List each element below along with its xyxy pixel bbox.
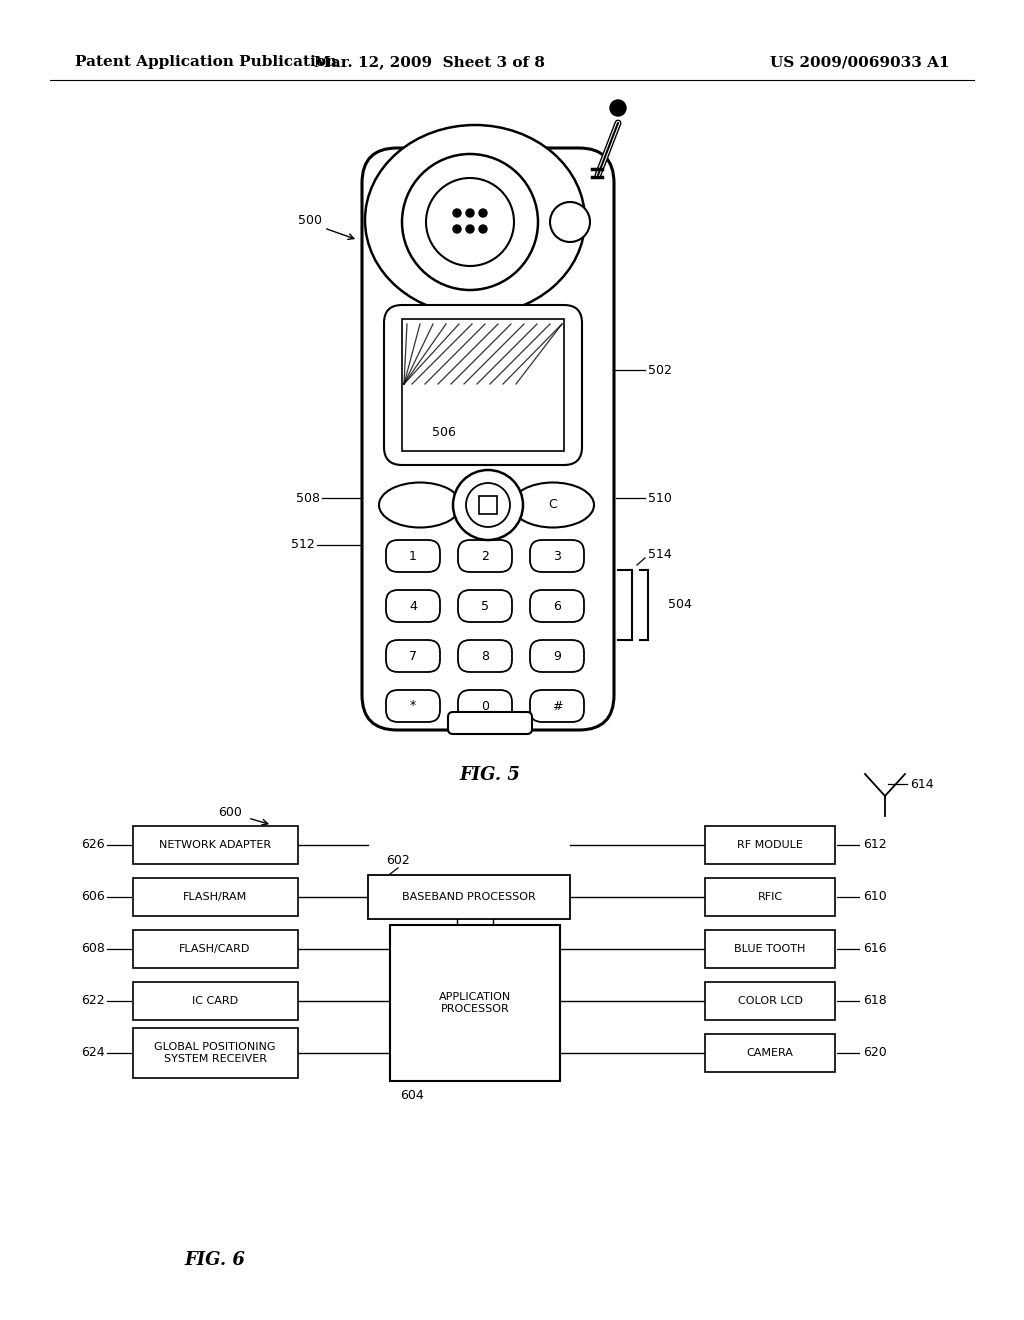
Ellipse shape bbox=[365, 125, 585, 315]
Bar bbox=[132, 826, 298, 865]
Bar bbox=[368, 875, 570, 919]
Bar bbox=[132, 931, 298, 968]
Text: 508: 508 bbox=[296, 491, 319, 504]
Text: 1: 1 bbox=[409, 549, 417, 562]
Text: APPLICATION
PROCESSOR: APPLICATION PROCESSOR bbox=[439, 993, 511, 1014]
FancyBboxPatch shape bbox=[458, 590, 512, 622]
Circle shape bbox=[402, 154, 538, 290]
Bar bbox=[132, 878, 298, 916]
Text: 608: 608 bbox=[81, 942, 104, 956]
Text: 600: 600 bbox=[218, 805, 242, 818]
Text: RFIC: RFIC bbox=[758, 892, 782, 902]
Text: 602: 602 bbox=[386, 854, 410, 867]
Circle shape bbox=[453, 209, 461, 216]
Text: 9: 9 bbox=[553, 649, 561, 663]
Text: NETWORK ADAPTER: NETWORK ADAPTER bbox=[159, 840, 271, 850]
Text: 512: 512 bbox=[291, 539, 315, 552]
Text: *: * bbox=[410, 700, 416, 713]
Text: BLUE TOOTH: BLUE TOOTH bbox=[734, 944, 806, 954]
FancyBboxPatch shape bbox=[386, 690, 440, 722]
Text: 612: 612 bbox=[863, 838, 887, 851]
FancyBboxPatch shape bbox=[530, 690, 584, 722]
Text: 2: 2 bbox=[481, 549, 488, 562]
Text: #: # bbox=[552, 700, 562, 713]
Circle shape bbox=[426, 178, 514, 267]
Circle shape bbox=[479, 209, 487, 216]
Text: 6: 6 bbox=[553, 599, 561, 612]
Text: 606: 606 bbox=[81, 891, 104, 903]
Circle shape bbox=[466, 483, 510, 527]
Text: Mar. 12, 2009  Sheet 3 of 8: Mar. 12, 2009 Sheet 3 of 8 bbox=[314, 55, 546, 69]
Text: 5: 5 bbox=[481, 599, 489, 612]
FancyBboxPatch shape bbox=[362, 148, 614, 730]
Text: 624: 624 bbox=[81, 1047, 104, 1060]
Text: BASEBAND PROCESSOR: BASEBAND PROCESSOR bbox=[402, 892, 536, 902]
Circle shape bbox=[453, 224, 461, 234]
Text: 500: 500 bbox=[298, 214, 322, 227]
Bar bbox=[705, 878, 835, 916]
Text: 622: 622 bbox=[81, 994, 104, 1007]
FancyBboxPatch shape bbox=[458, 690, 512, 722]
Text: CAMERA: CAMERA bbox=[746, 1048, 794, 1059]
FancyBboxPatch shape bbox=[386, 590, 440, 622]
FancyBboxPatch shape bbox=[386, 540, 440, 572]
Bar bbox=[705, 1034, 835, 1072]
Circle shape bbox=[466, 224, 474, 234]
Text: 3: 3 bbox=[553, 549, 561, 562]
Text: 8: 8 bbox=[481, 649, 489, 663]
Text: 506: 506 bbox=[432, 426, 456, 440]
Text: 616: 616 bbox=[863, 942, 887, 956]
Text: 620: 620 bbox=[863, 1047, 887, 1060]
Circle shape bbox=[453, 470, 523, 540]
Text: RF MODULE: RF MODULE bbox=[737, 840, 803, 850]
Text: COLOR LCD: COLOR LCD bbox=[737, 997, 803, 1006]
Text: Patent Application Publication: Patent Application Publication bbox=[75, 55, 337, 69]
Text: GLOBAL POSITIONING
SYSTEM RECEIVER: GLOBAL POSITIONING SYSTEM RECEIVER bbox=[155, 1043, 275, 1064]
Text: 514: 514 bbox=[648, 549, 672, 561]
Text: 504: 504 bbox=[668, 598, 692, 611]
Text: 0: 0 bbox=[481, 700, 489, 713]
Text: 618: 618 bbox=[863, 994, 887, 1007]
Circle shape bbox=[466, 209, 474, 216]
Text: IC CARD: IC CARD bbox=[191, 997, 238, 1006]
FancyBboxPatch shape bbox=[386, 640, 440, 672]
Bar bbox=[705, 931, 835, 968]
FancyBboxPatch shape bbox=[458, 640, 512, 672]
FancyBboxPatch shape bbox=[530, 590, 584, 622]
Bar bbox=[705, 826, 835, 865]
FancyBboxPatch shape bbox=[530, 540, 584, 572]
Text: 502: 502 bbox=[648, 363, 672, 376]
Circle shape bbox=[479, 224, 487, 234]
Text: FIG. 5: FIG. 5 bbox=[460, 766, 520, 784]
Circle shape bbox=[610, 100, 626, 116]
Bar bbox=[705, 982, 835, 1020]
Ellipse shape bbox=[379, 483, 461, 528]
Text: 626: 626 bbox=[81, 838, 104, 851]
Bar bbox=[479, 496, 497, 513]
Text: 604: 604 bbox=[400, 1089, 424, 1102]
Text: 510: 510 bbox=[648, 491, 672, 504]
Text: FLASH/CARD: FLASH/CARD bbox=[179, 944, 251, 954]
Bar bbox=[402, 319, 564, 451]
FancyBboxPatch shape bbox=[458, 540, 512, 572]
Text: 614: 614 bbox=[910, 777, 934, 791]
Text: FIG. 6: FIG. 6 bbox=[184, 1251, 246, 1269]
Bar bbox=[132, 1028, 298, 1078]
Text: 610: 610 bbox=[863, 891, 887, 903]
Text: FLASH/RAM: FLASH/RAM bbox=[183, 892, 247, 902]
Bar bbox=[390, 925, 560, 1081]
Bar bbox=[132, 982, 298, 1020]
FancyBboxPatch shape bbox=[449, 711, 532, 734]
Text: 516: 516 bbox=[438, 158, 462, 172]
FancyBboxPatch shape bbox=[384, 305, 582, 465]
Ellipse shape bbox=[512, 483, 594, 528]
Text: C: C bbox=[549, 499, 557, 511]
Circle shape bbox=[550, 202, 590, 242]
Text: 7: 7 bbox=[409, 649, 417, 663]
Text: 4: 4 bbox=[409, 599, 417, 612]
FancyBboxPatch shape bbox=[530, 640, 584, 672]
Text: US 2009/0069033 A1: US 2009/0069033 A1 bbox=[770, 55, 950, 69]
